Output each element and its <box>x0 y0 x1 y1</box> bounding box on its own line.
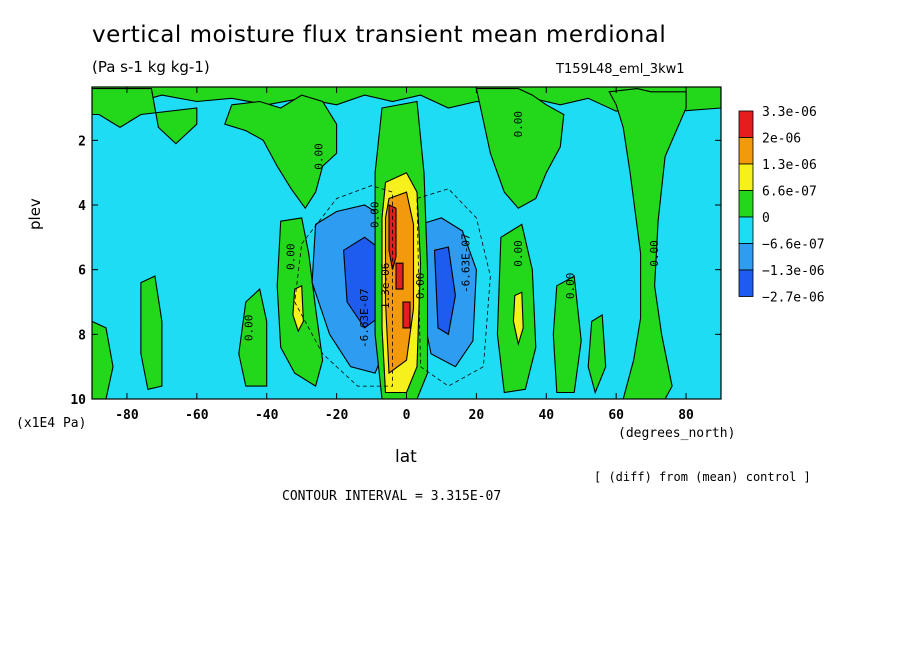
x-tick-label-5: 20 <box>469 408 485 423</box>
legend-swatch-2 <box>738 163 754 191</box>
legend-label-7: −2.7e-06 <box>762 291 825 306</box>
contour-label-8: -6.63E-07 <box>358 288 371 348</box>
legend-label-0: 3.3e-06 <box>762 105 817 120</box>
legend-swatch-3 <box>738 190 754 218</box>
contour-label-11: 1.3e-06 <box>379 263 392 309</box>
region-sh-column3 <box>140 275 163 390</box>
contour-label-1: 0.00 <box>243 315 256 342</box>
diff-note: [ (diff) from (mean) control ] <box>594 470 811 484</box>
y-tick-label-0: 2 <box>78 134 86 149</box>
legend-label-2: 1.3e-06 <box>762 158 817 173</box>
colorbar-legend: 3.3e-06 2e-06 1.3e-06 6.6e-07 0 −6.6e-07 −1.3e… <box>738 105 825 306</box>
y-axis: 2 4 6 8 10 <box>70 134 721 408</box>
contour-neg-outer-south <box>294 185 393 387</box>
y-axis-unit: (x1E4 Pa) <box>16 416 87 431</box>
chart-title: vertical moisture flux transient mean me… <box>92 22 667 48</box>
legend-label-6: −1.3e-06 <box>762 264 825 279</box>
contour-label-0: 0.00 <box>285 243 298 270</box>
x-tick-label-6: 40 <box>538 408 554 423</box>
y-tick-label-2: 6 <box>78 264 86 279</box>
legend-label-3: 6.6e-07 <box>762 185 817 200</box>
legend-swatch-1 <box>738 137 754 165</box>
contour-interval: CONTOUR INTERVAL = 3.315E-07 <box>282 489 502 504</box>
legend-swatch-5 <box>738 243 754 271</box>
contour-label-3: 0.00 <box>512 111 525 138</box>
legend-label-4: 0 <box>762 211 770 226</box>
contour-label-4: 0.00 <box>512 240 525 266</box>
contour-label-9: -6.63E-07 <box>459 233 472 293</box>
contour-labels: 0.00 0.00 0.00 0.00 0.00 0.00 0.00 0.00 -6.63E-0… <box>243 111 661 348</box>
x-tick-label-7: 60 <box>608 408 624 423</box>
region-nh-column3 <box>552 275 582 394</box>
region-nh-yellow <box>512 291 524 347</box>
y-tick-label-3: 8 <box>78 328 86 343</box>
contour-neg-outer-north <box>416 188 491 387</box>
region-sh-highlat <box>92 88 198 145</box>
x-tick-label-2: -40 <box>255 408 279 423</box>
legend-swatch-6 <box>738 269 754 297</box>
x-axis: -80 -60 -40 -20 0 20 40 60 80 <box>115 87 694 423</box>
region-sh-plume <box>224 94 338 210</box>
x-tick-label-3: -20 <box>325 408 349 423</box>
legend-label-1: 2e-06 <box>762 132 801 147</box>
contour-label-5: 0.00 <box>564 273 577 300</box>
legend-swatch-4 <box>738 216 754 244</box>
x-tick-label-0: -80 <box>115 408 139 423</box>
region-eq-red2 <box>402 301 411 329</box>
x-axis-unit: (degrees_north) <box>618 426 736 441</box>
run-label: T159L48_eml_3kw1 <box>556 62 685 77</box>
region-eq-red3 <box>395 262 404 290</box>
region-nh-column4 <box>587 313 607 395</box>
contour-label-7: 0.00 <box>369 201 382 228</box>
y-tick-label-1: 4 <box>78 199 86 214</box>
x-axis-label: lat <box>395 447 417 467</box>
contour-label-10: 0.00 <box>414 273 427 300</box>
y-tick-label-4: 10 <box>70 393 86 408</box>
contour-label-2: 0.00 <box>313 143 326 170</box>
region-sh-pole <box>92 320 114 399</box>
chart-units: (Pa s-1 kg kg-1) <box>92 58 210 76</box>
region-sh-column2 <box>238 288 268 387</box>
legend-swatch-0 <box>738 110 754 138</box>
x-tick-label-1: -60 <box>185 408 209 423</box>
x-tick-label-4: 0 <box>403 408 411 423</box>
contour-label-6: 0.00 <box>648 240 661 266</box>
region-nh-plume <box>475 88 565 209</box>
region-neg-core-north <box>433 246 456 336</box>
contour-field <box>92 87 721 399</box>
legend-label-5: −6.6e-07 <box>762 238 825 253</box>
x-tick-label-8: 80 <box>678 408 694 423</box>
